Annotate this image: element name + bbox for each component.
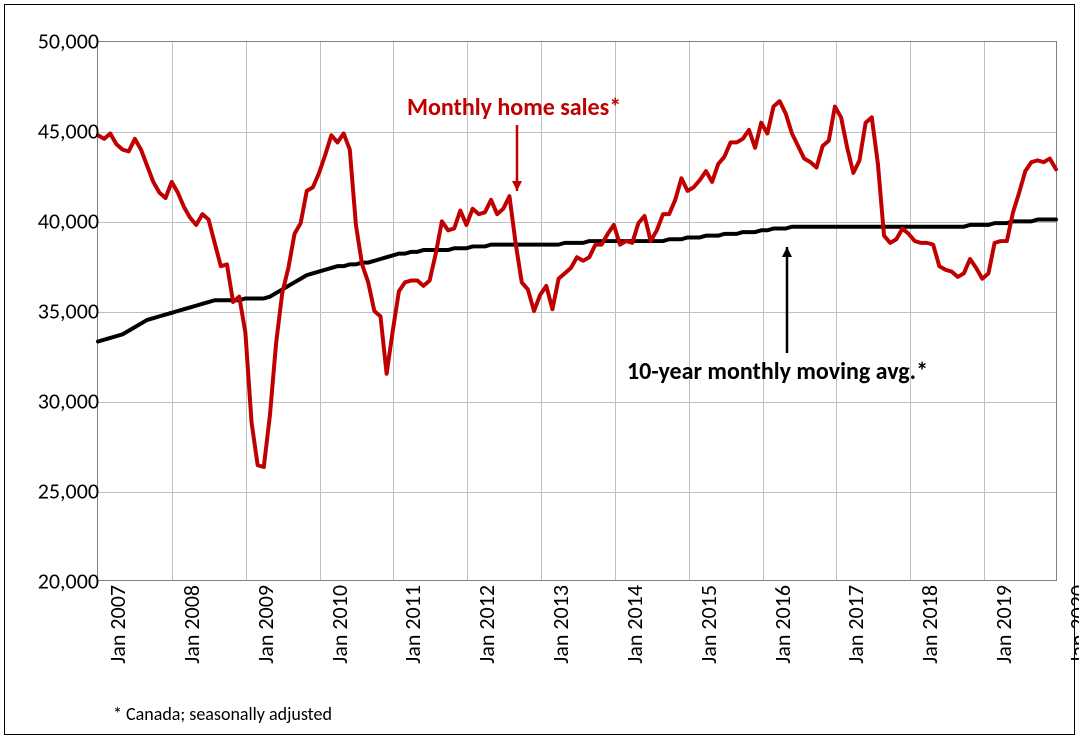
xtick-label: Jan 2018 bbox=[916, 585, 943, 664]
avg-arrow bbox=[97, 41, 1057, 581]
ytick-label: 20,000 bbox=[38, 568, 99, 595]
ytick-label: 45,000 bbox=[38, 118, 99, 145]
xtick-label: Jan 2007 bbox=[104, 585, 131, 664]
ytick-label: 25,000 bbox=[38, 478, 99, 505]
xtick-label: Jan 2015 bbox=[695, 585, 722, 664]
sales-annotation: Monthly home sales* bbox=[407, 93, 621, 122]
footnote: * Canada; seasonally adjusted bbox=[113, 703, 332, 725]
xtick-label: Jan 2010 bbox=[326, 585, 353, 664]
ytick-label: 35,000 bbox=[38, 298, 99, 325]
xtick-label: Jan 2019 bbox=[990, 585, 1017, 664]
xtick-label: Jan 2013 bbox=[547, 585, 574, 664]
xtick-label: Jan 2008 bbox=[178, 585, 205, 664]
ytick-label: 50,000 bbox=[38, 28, 99, 55]
xtick-label: Jan 2012 bbox=[473, 585, 500, 664]
ytick-label: 40,000 bbox=[38, 208, 99, 235]
ytick-label: 30,000 bbox=[38, 388, 99, 415]
xtick-label: Jan 2011 bbox=[399, 585, 426, 664]
xtick-label: Jan 2016 bbox=[769, 585, 796, 664]
xtick-label: Jan 2020 bbox=[1064, 585, 1079, 664]
chart-frame: Monthly home sales* 10-year monthly movi… bbox=[4, 4, 1075, 735]
xtick-label: Jan 2017 bbox=[842, 585, 869, 664]
xtick-label: Jan 2014 bbox=[621, 585, 648, 664]
avg-annotation: 10-year monthly moving avg.* bbox=[627, 357, 928, 386]
xtick-label: Jan 2009 bbox=[252, 585, 279, 664]
